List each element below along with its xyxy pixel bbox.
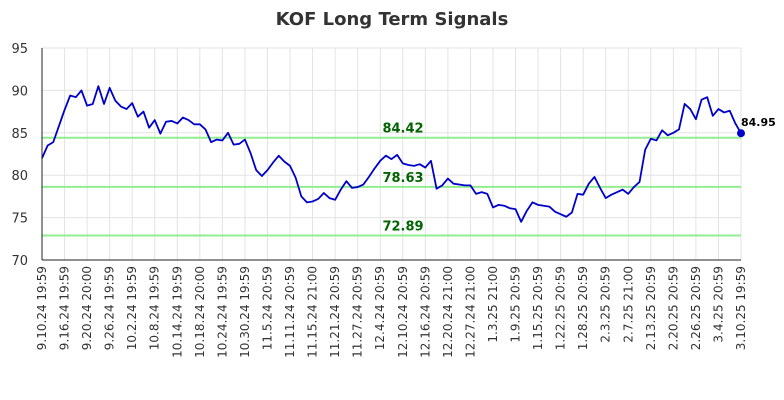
y-tick-label: 85 xyxy=(11,127,28,142)
x-tick-label: 10.14.24 19:59 xyxy=(170,266,184,358)
x-tick-label: 1.3.25 21:00 xyxy=(486,266,500,343)
x-tick-label: 10.18.24 20:00 xyxy=(193,266,207,358)
x-tick-label: 2.7.25 21:00 xyxy=(621,266,635,343)
x-tick-label: 10.24.24 19:59 xyxy=(215,266,229,358)
x-tick-label: 12.16.24 20:59 xyxy=(418,266,432,358)
x-tick-label: 2.13.25 20:59 xyxy=(644,266,658,350)
x-tick-label: 10.8.24 19:59 xyxy=(148,266,162,350)
x-tick-label: 3.10.25 19:59 xyxy=(734,266,748,350)
x-tick-label: 3.4.25 20:59 xyxy=(711,266,725,343)
x-tick-label: 9.10.24 19:59 xyxy=(35,266,49,350)
grid xyxy=(41,47,742,261)
x-tick-label: 11.11.24 20:59 xyxy=(283,266,297,358)
x-tick-label: 11.5.24 20:59 xyxy=(260,266,274,350)
price-series xyxy=(41,85,745,223)
x-tick-label: 2.20.25 20:59 xyxy=(666,266,680,350)
x-tick-label: 2.26.25 20:59 xyxy=(689,266,703,350)
signal-lines xyxy=(42,136,741,237)
x-tick-label: 12.10.24 20:59 xyxy=(396,266,410,358)
x-tick-label: 1.15.25 20:59 xyxy=(531,266,545,350)
x-tick-label: 9.20.24 20:00 xyxy=(80,266,94,350)
x-tick-label: 12.20.24 21:00 xyxy=(441,266,455,358)
series-line xyxy=(41,85,742,223)
x-tick-label: 1.22.25 20:59 xyxy=(554,266,568,350)
last-point-marker xyxy=(737,129,745,138)
x-tick-label: 12.27.24 21:00 xyxy=(463,266,477,358)
signal-label: 72.89 xyxy=(382,219,423,234)
y-tick-label: 75 xyxy=(11,212,28,227)
annotations: 84.42 78.63 72.89 84.95 xyxy=(382,116,775,234)
y-tick-label: 70 xyxy=(11,254,28,269)
x-tick-label: 9.26.24 19:59 xyxy=(103,266,117,350)
last-value-label: 84.95 xyxy=(741,116,776,129)
y-tick-label: 80 xyxy=(11,169,28,184)
axes: 70 75 80 85 90 95 9.10.24 19:59 9.16.24 19:59 9.… xyxy=(11,42,748,358)
x-tick-label: 12.4.24 20:59 xyxy=(373,266,387,350)
chart-title: KOF Long Term Signals xyxy=(276,9,509,30)
x-tick-label: 10.30.24 19:59 xyxy=(238,266,252,358)
x-tick-label: 9.16.24 19:59 xyxy=(58,266,72,350)
x-tick-label: 1.28.25 20:59 xyxy=(576,266,590,350)
signal-label: 84.42 xyxy=(382,122,423,137)
x-tick-label: 2.3.25 20:59 xyxy=(599,266,613,343)
y-tick-label: 95 xyxy=(11,42,28,57)
signal-label: 78.63 xyxy=(382,171,423,186)
y-tick-label: 90 xyxy=(11,84,28,99)
x-tick-label: 10.2.24 19:59 xyxy=(125,266,139,350)
x-tick-label: 11.21.24 20:59 xyxy=(328,266,342,358)
x-tick-label: 11.15.24 21:00 xyxy=(306,266,320,358)
x-tick-label: 11.27.24 20:59 xyxy=(351,266,365,358)
x-tick-label: 1.9.25 20:59 xyxy=(509,266,523,343)
